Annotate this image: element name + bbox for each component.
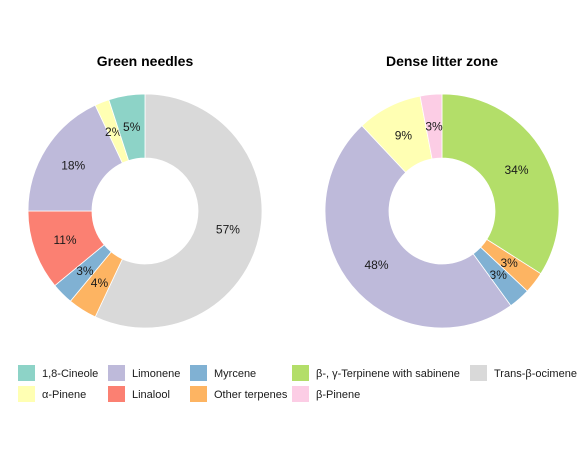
slice-limonene [324,125,512,329]
legend-label-trans-ocimene: Trans-β-ocimene [494,368,577,380]
slice-limonene [27,104,123,212]
legend-label-linalool: Linalool [132,389,170,401]
legend-label-pinene: β-Pinene [316,389,360,401]
legend-label-myrcene: Myrcene [214,368,256,380]
legend-swatch-limonene [108,365,125,381]
slice-label-terpinene-with-sabinene: 34% [504,163,528,177]
legend-label-pinene: α-Pinene [42,389,86,401]
slice-terpinene-with-sabinene [441,93,560,275]
legend-swatch-pinene [18,386,35,402]
chart-title: Green needles [97,53,194,69]
legend-label-other-terpenes: Other terpenes [214,389,288,401]
slice-label-other-terpenes: 3% [500,256,518,270]
chart-title: Dense litter zone [386,53,498,69]
legend-label-terpinene-with-sabinene: β-, γ-Terpinene with sabinene [316,368,460,380]
slice-label-limonene: 18% [61,158,85,172]
slice-trans-ocimene [94,93,263,329]
slice-label-other-terpenes: 4% [91,276,109,290]
slice-1-8-cineole [108,93,146,162]
legend-swatch-terpinene-with-sabinene [292,365,309,381]
legend-swatch-trans-ocimene [470,365,487,381]
slice-label-myrcene: 3% [76,264,94,278]
slice-label-1-8-cineole: 5% [123,120,141,134]
slice-label-limonene: 48% [364,258,388,272]
slice-label-linalool: 11% [53,233,76,247]
legend-swatch-other-terpenes [190,386,207,402]
legend-swatch-linalool [108,386,125,402]
slice-label-myrcene: 3% [490,268,508,282]
legend-swatch-pinene [292,386,309,402]
slice-label-pinene: 3% [425,119,443,133]
slice-label-trans-ocimene: 57% [216,223,240,237]
legend-swatch-1-8-cineole [18,365,35,381]
legend-label-limonene: Limonene [132,368,180,380]
slice-pinene [419,93,443,160]
slice-label-pinene: 9% [395,128,413,142]
legend-label-1-8-cineole: 1,8-Cineole [42,368,98,380]
chart-legend: 1,8-Cineole α-Pinene Limonene Linalool Myrce… [18,365,577,402]
legend-swatch-myrcene [190,365,207,381]
